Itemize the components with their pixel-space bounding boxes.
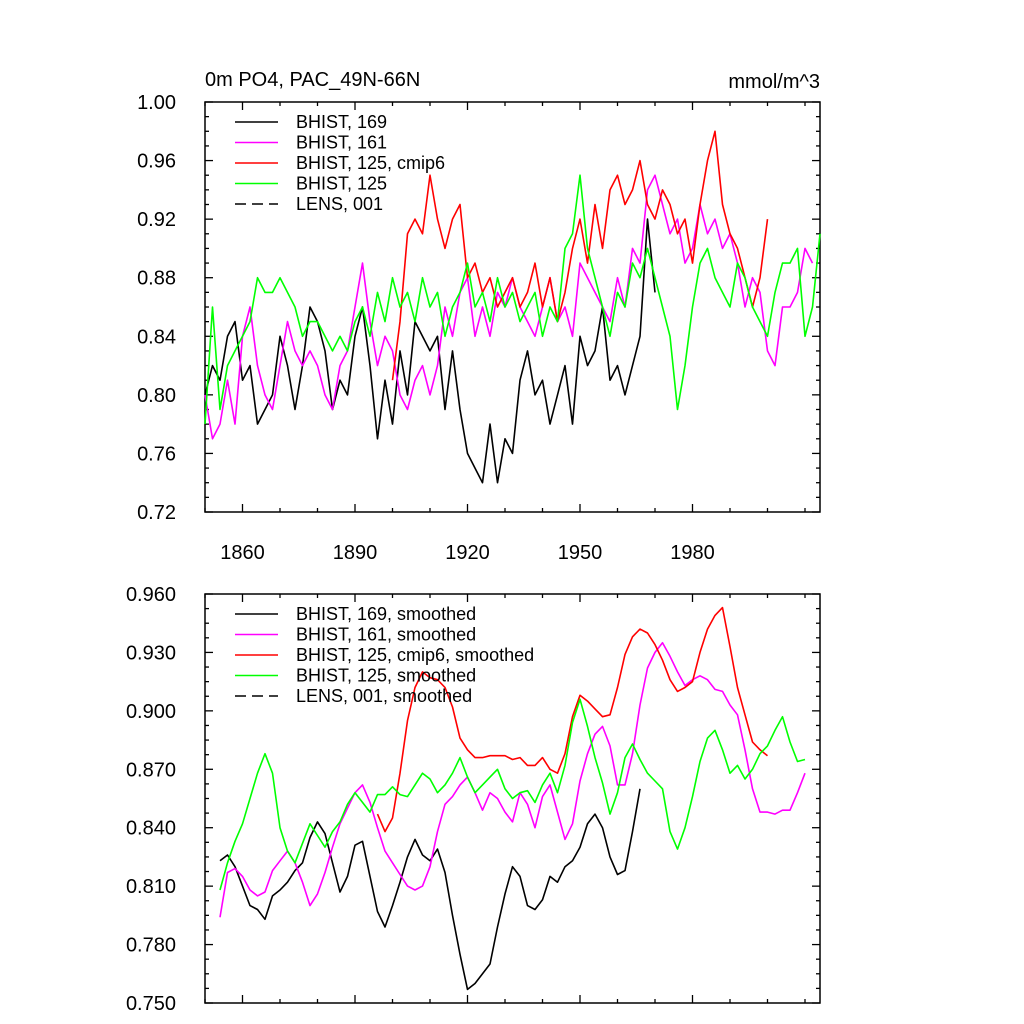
bottom-y-tick-label: 0.960: [126, 584, 176, 606]
top-series-bhist-161: [204, 174, 814, 440]
top-y-tick-label: 1.00: [137, 92, 176, 114]
top-y-tick-label: 0.80: [137, 385, 176, 407]
bottom-series-bhist-169: [219, 788, 641, 991]
bottom-panel: 0.750 0.780 0.810 0.840 0.870 0.900 0.930 0.960…: [126, 584, 821, 1015]
bottom-y-tick-label: 0.750: [126, 993, 176, 1015]
top-chart-units: mmol/m^3: [728, 71, 820, 93]
bottom-legend-label: BHIST, 169, smoothed: [296, 604, 476, 624]
top-series-bhist-125: [204, 174, 821, 425]
bottom-y-tick-label: 0.900: [126, 701, 176, 723]
top-legend-label: LENS, 001: [296, 194, 383, 214]
bottom-y-tick-label: 0.930: [126, 642, 176, 664]
bottom-legend-label: BHIST, 125, cmip6, smoothed: [296, 645, 534, 665]
bottom-series-bhist-125: [219, 698, 806, 891]
top-series-bhist-169: [204, 218, 656, 484]
top-panel: 0m PO4, PAC_49N-66N mmol/m^3 0.72 0.76 0.8…: [137, 69, 821, 564]
bottom-y-tick-label: 0.870: [126, 759, 176, 781]
top-y-tick-label: 0.76: [137, 443, 176, 465]
top-y-tick-label: 0.84: [137, 326, 176, 348]
bottom-y-tick-label: 0.780: [126, 935, 176, 957]
top-x-tick-label: 1890: [333, 542, 378, 564]
top-y-tick-label: 0.92: [137, 209, 176, 231]
top-legend-label: BHIST, 125: [296, 174, 387, 194]
top-series-bhist-125-cmip6: [391, 130, 769, 381]
top-legend-label: BHIST, 161: [296, 133, 387, 153]
top-axes: 0.72 0.76 0.80 0.84 0.88 0.92 0.96 1.00 1860 1890…: [137, 92, 821, 564]
bottom-legend-label: LENS, 001, smoothed: [296, 686, 472, 706]
top-x-tick-label: 1980: [670, 542, 715, 564]
top-y-tick-label: 0.88: [137, 268, 176, 290]
bottom-y-tick-label: 0.810: [126, 876, 176, 898]
top-y-tick-label: 0.96: [137, 151, 176, 173]
bottom-series-group: [219, 606, 806, 991]
bottom-legend-label: BHIST, 125, smoothed: [296, 666, 476, 686]
bottom-axes: 0.750 0.780 0.810 0.840 0.870 0.900 0.930 0.960: [126, 584, 821, 1015]
bottom-y-tick-label: 0.840: [126, 818, 176, 840]
top-legend-label: BHIST, 169: [296, 112, 387, 132]
bottom-series-bhist-125-cmip6: [376, 606, 768, 833]
bottom-series-bhist-161: [219, 641, 806, 918]
top-series-group: [204, 130, 821, 484]
top-x-tick-label: 1920: [445, 542, 490, 564]
top-x-tick-label: 1950: [558, 542, 603, 564]
top-y-tick-label: 0.72: [137, 502, 176, 524]
top-chart-title: 0m PO4, PAC_49N-66N: [205, 69, 420, 91]
top-legend-label: BHIST, 125, cmip6: [296, 153, 445, 173]
top-x-tick-label: 1860: [220, 542, 265, 564]
bottom-legend-label: BHIST, 161, smoothed: [296, 625, 476, 645]
